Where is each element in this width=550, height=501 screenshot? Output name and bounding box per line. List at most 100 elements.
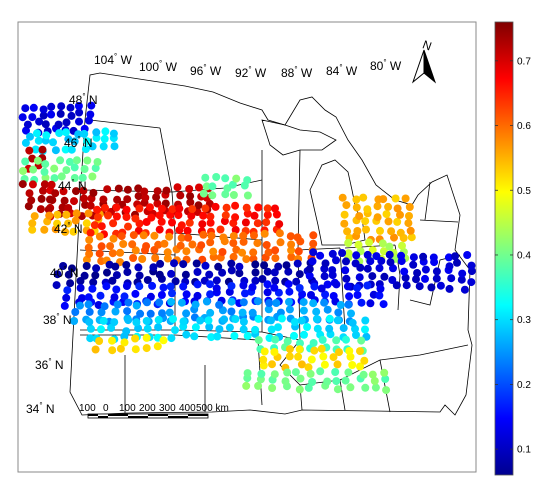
station-point bbox=[97, 242, 106, 251]
station-point bbox=[398, 241, 406, 250]
station-point bbox=[70, 137, 79, 146]
station-point bbox=[352, 331, 360, 339]
station-point bbox=[333, 385, 342, 394]
station-point bbox=[131, 345, 140, 354]
station-point bbox=[432, 267, 441, 276]
station-point bbox=[275, 229, 284, 238]
station-point bbox=[134, 192, 143, 201]
station-point bbox=[307, 291, 315, 299]
station-point bbox=[95, 249, 104, 258]
station-point bbox=[401, 194, 410, 203]
station-point bbox=[186, 198, 195, 207]
station-point bbox=[120, 292, 129, 301]
station-point bbox=[332, 256, 340, 265]
station-point bbox=[76, 284, 85, 292]
station-point bbox=[27, 196, 36, 205]
station-point bbox=[260, 347, 269, 356]
station-point bbox=[215, 325, 224, 334]
station-point bbox=[79, 186, 88, 195]
station-point bbox=[249, 248, 258, 257]
station-point bbox=[171, 326, 179, 335]
station-point bbox=[92, 264, 101, 273]
station-point bbox=[206, 308, 215, 317]
station-point bbox=[407, 233, 416, 242]
station-point bbox=[258, 275, 267, 283]
station-point bbox=[185, 185, 194, 193]
station-point bbox=[363, 281, 372, 290]
station-point bbox=[243, 209, 252, 218]
station-point bbox=[292, 277, 301, 286]
station-point bbox=[406, 226, 415, 235]
station-point bbox=[219, 233, 228, 242]
station-point bbox=[405, 203, 414, 211]
station-point bbox=[143, 276, 152, 284]
station-point bbox=[135, 204, 144, 213]
station-point bbox=[80, 165, 89, 173]
station-point bbox=[33, 156, 42, 165]
station-point bbox=[338, 249, 347, 257]
station-point bbox=[148, 281, 157, 290]
station-point bbox=[191, 323, 200, 332]
station-point bbox=[405, 212, 413, 220]
station-point bbox=[376, 284, 385, 293]
station-point bbox=[198, 220, 207, 229]
station-point bbox=[313, 324, 322, 333]
station-point bbox=[270, 283, 279, 292]
station-point bbox=[389, 264, 397, 273]
station-point bbox=[171, 277, 180, 286]
station-point bbox=[193, 280, 202, 289]
station-point bbox=[67, 145, 76, 154]
station-point bbox=[112, 285, 121, 294]
station-point bbox=[421, 265, 430, 274]
station-point bbox=[40, 180, 49, 189]
station-point bbox=[132, 318, 141, 327]
station-point bbox=[385, 250, 394, 259]
station-point bbox=[154, 323, 163, 332]
station-point bbox=[342, 335, 350, 344]
station-point bbox=[135, 282, 144, 291]
station-point bbox=[348, 318, 357, 327]
station-point bbox=[66, 279, 75, 288]
station-point bbox=[75, 117, 83, 126]
lon-label-104: 104° W bbox=[94, 52, 133, 67]
station-point bbox=[184, 233, 193, 242]
station-point bbox=[201, 261, 210, 270]
station-point bbox=[62, 293, 71, 302]
station-point bbox=[109, 219, 118, 228]
station-point bbox=[151, 254, 160, 262]
station-point bbox=[332, 377, 341, 386]
station-point bbox=[156, 259, 165, 268]
lat-label-40: 40° N bbox=[50, 265, 79, 280]
station-point bbox=[312, 315, 321, 323]
station-point bbox=[331, 368, 340, 376]
station-point bbox=[392, 281, 401, 290]
station-point bbox=[212, 284, 221, 293]
station-point bbox=[298, 290, 307, 299]
station-point bbox=[69, 227, 78, 236]
station-point bbox=[379, 247, 388, 256]
station-point bbox=[72, 209, 81, 218]
station-point bbox=[239, 298, 248, 307]
station-point bbox=[110, 142, 119, 151]
station-point bbox=[67, 111, 76, 120]
station-point bbox=[229, 191, 238, 199]
station-point bbox=[108, 249, 117, 258]
station-point bbox=[158, 204, 166, 213]
station-point bbox=[155, 225, 164, 234]
station-point bbox=[182, 247, 191, 256]
lon-label-84: 84° W bbox=[326, 63, 358, 78]
station-point bbox=[382, 386, 391, 395]
station-point bbox=[166, 282, 175, 291]
station-point bbox=[188, 205, 197, 213]
station-point bbox=[168, 289, 176, 298]
station-point bbox=[22, 126, 30, 135]
lon-label-88: 88° W bbox=[281, 65, 313, 80]
station-point bbox=[221, 190, 230, 199]
station-point bbox=[235, 269, 244, 278]
station-point bbox=[93, 213, 102, 222]
station-point bbox=[51, 189, 60, 198]
station-point bbox=[275, 220, 284, 229]
station-point bbox=[285, 305, 294, 314]
station-point bbox=[188, 240, 197, 249]
station-point bbox=[214, 262, 223, 271]
